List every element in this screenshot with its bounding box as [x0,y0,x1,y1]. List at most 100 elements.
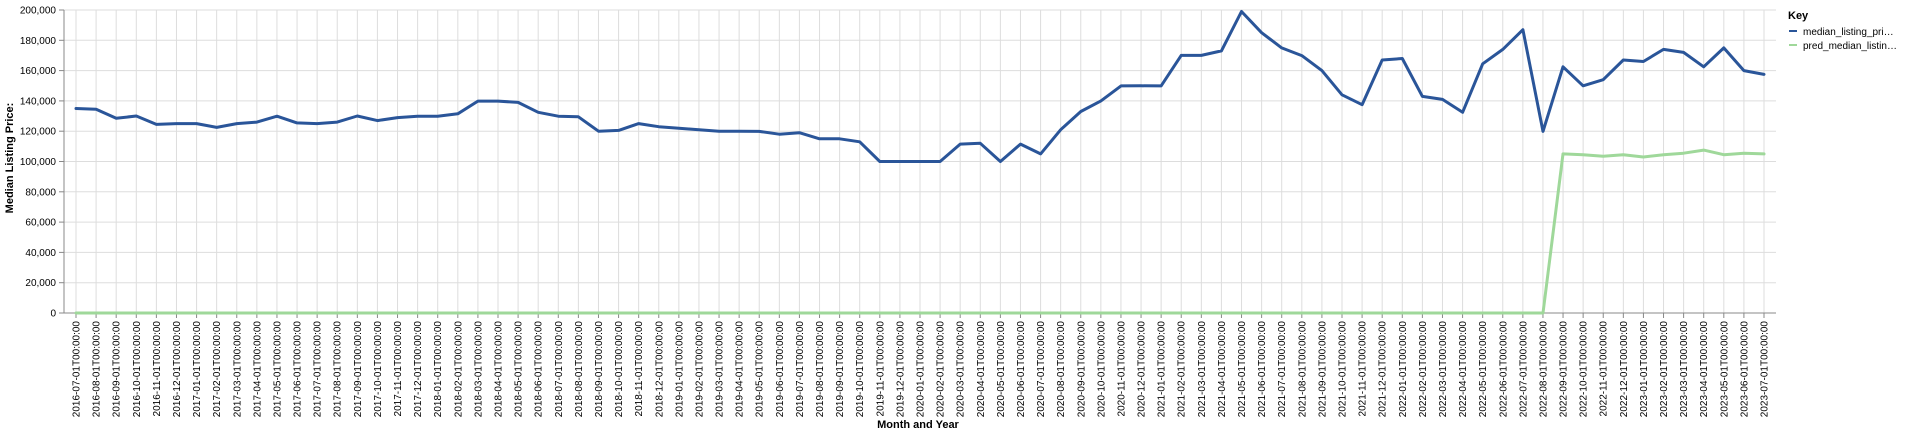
x-tick-label: 2019-03-01T00:00:00 [715,321,726,418]
x-tick-label: 2018-05-01T00:00:00 [514,321,525,418]
y-tick-label: 200,000 [20,6,57,17]
x-tick-label: 2018-04-01T00:00:00 [494,321,505,418]
x-tick-label: 2017-06-01T00:00:00 [293,321,304,418]
x-tick-label: 2022-12-01T00:00:00 [1619,321,1630,418]
x-tick-label: 2021-04-01T00:00:00 [1217,321,1228,418]
x-tick-label: 2022-02-01T00:00:00 [1418,321,1429,418]
x-tick-label: 2017-05-01T00:00:00 [272,321,283,418]
x-tick-label: 2020-02-01T00:00:00 [936,321,947,418]
x-tick-label: 2018-10-01T00:00:00 [614,321,625,418]
x-tick-label: 2016-07-01T00:00:00 [72,321,83,418]
x-tick-label: 2021-12-01T00:00:00 [1378,321,1389,418]
y-tick-label: 0 [50,309,56,320]
x-axis-title: Month and Year [877,419,959,431]
x-tick-label: 2021-08-01T00:00:00 [1297,321,1308,418]
x-tick-label: 2016-11-01T00:00:00 [152,321,163,417]
x-tick-label: 2018-11-01T00:00:00 [634,321,645,417]
x-tick-label: 2021-11-01T00:00:00 [1358,321,1369,417]
x-tick-label: 2021-10-01T00:00:00 [1338,321,1349,418]
legend-title: Key [1788,10,1809,22]
x-tick-label: 2019-05-01T00:00:00 [755,321,766,418]
x-tick-label: 2016-09-01T00:00:00 [112,321,123,418]
x-tick-label: 2020-07-01T00:00:00 [1036,321,1047,418]
y-tick-label: 20,000 [25,278,56,289]
x-tick-label: 2017-04-01T00:00:00 [252,321,263,418]
x-tick-label: 2018-01-01T00:00:00 [433,321,444,418]
x-tick-label: 2022-05-01T00:00:00 [1478,321,1489,418]
x-tick-label: 2022-11-01T00:00:00 [1599,321,1610,417]
x-tick-label: 2020-04-01T00:00:00 [976,321,987,418]
x-tick-label: 2020-11-01T00:00:00 [1116,321,1127,417]
x-tick-label: 2017-01-01T00:00:00 [192,321,203,418]
x-tick-label: 2017-03-01T00:00:00 [232,321,243,418]
y-tick-label: 140,000 [20,96,57,107]
x-tick-label: 2017-08-01T00:00:00 [333,321,344,418]
x-axis: 2016-07-01T00:00:00 2016-08-01T00:00:00 20… [64,312,1776,418]
legend-label-pred: pred_median_listin… [1803,41,1897,52]
x-tick-label: 2019-11-01T00:00:00 [875,321,886,417]
x-tick-label: 2018-03-01T00:00:00 [473,321,484,418]
series-lines [74,10,1766,315]
x-tick-label: 2021-06-01T00:00:00 [1257,321,1268,418]
x-tick-label: 2021-07-01T00:00:00 [1277,321,1288,418]
x-tick-label: 2018-12-01T00:00:00 [654,321,665,418]
grid-lines [64,9,1776,314]
x-tick-label: 2021-09-01T00:00:00 [1317,321,1328,418]
x-tick-label: 2022-06-01T00:00:00 [1498,321,1509,418]
legend: Key median_listing_pri… pred_median_list… [1788,10,1897,52]
x-tick-label: 2017-12-01T00:00:00 [413,321,424,418]
x-tick-label: 2020-01-01T00:00:00 [916,321,927,418]
x-tick-label: 2022-01-01T00:00:00 [1398,321,1409,418]
y-tick-label: 120,000 [20,127,57,138]
series-line-median [74,10,1766,163]
x-tick-label: 2018-09-01T00:00:00 [594,321,605,418]
x-tick-label: 2018-08-01T00:00:00 [574,321,585,418]
x-tick-label: 2017-02-01T00:00:00 [212,321,223,418]
x-tick-label: 2021-01-01T00:00:00 [1157,321,1168,418]
y-tick-label: 80,000 [25,187,56,198]
x-tick-label: 2019-12-01T00:00:00 [895,321,906,418]
x-tick-label: 2022-09-01T00:00:00 [1559,321,1570,418]
y-tick-label: 40,000 [25,248,56,259]
legend-label-median: median_listing_pri… [1803,27,1894,38]
x-tick-label: 2023-07-01T00:00:00 [1760,321,1771,418]
x-tick-label: 2022-08-01T00:00:00 [1538,321,1549,418]
x-tick-label: 2020-08-01T00:00:00 [1056,321,1067,418]
x-tick-label: 2018-02-01T00:00:00 [453,321,464,418]
x-tick-label: 2019-02-01T00:00:00 [694,321,705,418]
x-tick-label: 2016-12-01T00:00:00 [172,321,183,418]
x-tick-label: 2021-05-01T00:00:00 [1237,321,1248,418]
x-tick-label: 2020-12-01T00:00:00 [1137,321,1148,418]
x-tick-label: 2023-06-01T00:00:00 [1739,321,1750,418]
x-tick-label: 2020-05-01T00:00:00 [996,321,1007,418]
x-tick-label: 2019-09-01T00:00:00 [835,321,846,418]
x-tick-label: 2020-10-01T00:00:00 [1096,321,1107,418]
legend-item-pred[interactable]: pred_median_listin… [1789,41,1897,52]
x-tick-label: 2017-07-01T00:00:00 [313,321,324,418]
x-tick-label: 2017-11-01T00:00:00 [393,321,404,417]
x-tick-label: 2022-04-01T00:00:00 [1458,321,1469,418]
x-tick-label: 2019-01-01T00:00:00 [674,321,685,418]
x-tick-label: 2019-08-01T00:00:00 [815,321,826,418]
x-tick-label: 2017-10-01T00:00:00 [373,321,384,418]
x-tick-label: 2021-02-01T00:00:00 [1177,321,1188,418]
x-tick-label: 2023-03-01T00:00:00 [1679,321,1690,418]
x-tick-label: 2023-02-01T00:00:00 [1659,321,1670,418]
y-tick-label: 160,000 [20,66,57,77]
x-tick-label: 2021-03-01T00:00:00 [1197,321,1208,418]
y-tick-label: 60,000 [25,218,56,229]
x-tick-label: 2020-03-01T00:00:00 [956,321,967,418]
x-tick-label: 2020-09-01T00:00:00 [1076,321,1087,418]
x-tick-label: 2019-06-01T00:00:00 [775,321,786,418]
x-tick-label: 2016-08-01T00:00:00 [92,321,103,418]
x-tick-label: 2022-10-01T00:00:00 [1579,321,1590,418]
legend-item-median[interactable]: median_listing_pri… [1789,27,1894,38]
x-tick-label: 2017-09-01T00:00:00 [353,321,364,418]
x-tick-label: 2018-07-01T00:00:00 [554,321,565,418]
x-tick-label: 2016-10-01T00:00:00 [132,321,143,418]
x-tick-label: 2022-07-01T00:00:00 [1518,321,1529,418]
y-axis: 0 20,000 40,000 60,000 80,000 100,000 120,000 1… [20,6,65,320]
x-tick-label: 2018-06-01T00:00:00 [534,321,545,418]
x-tick-label: 2022-03-01T00:00:00 [1438,321,1449,418]
